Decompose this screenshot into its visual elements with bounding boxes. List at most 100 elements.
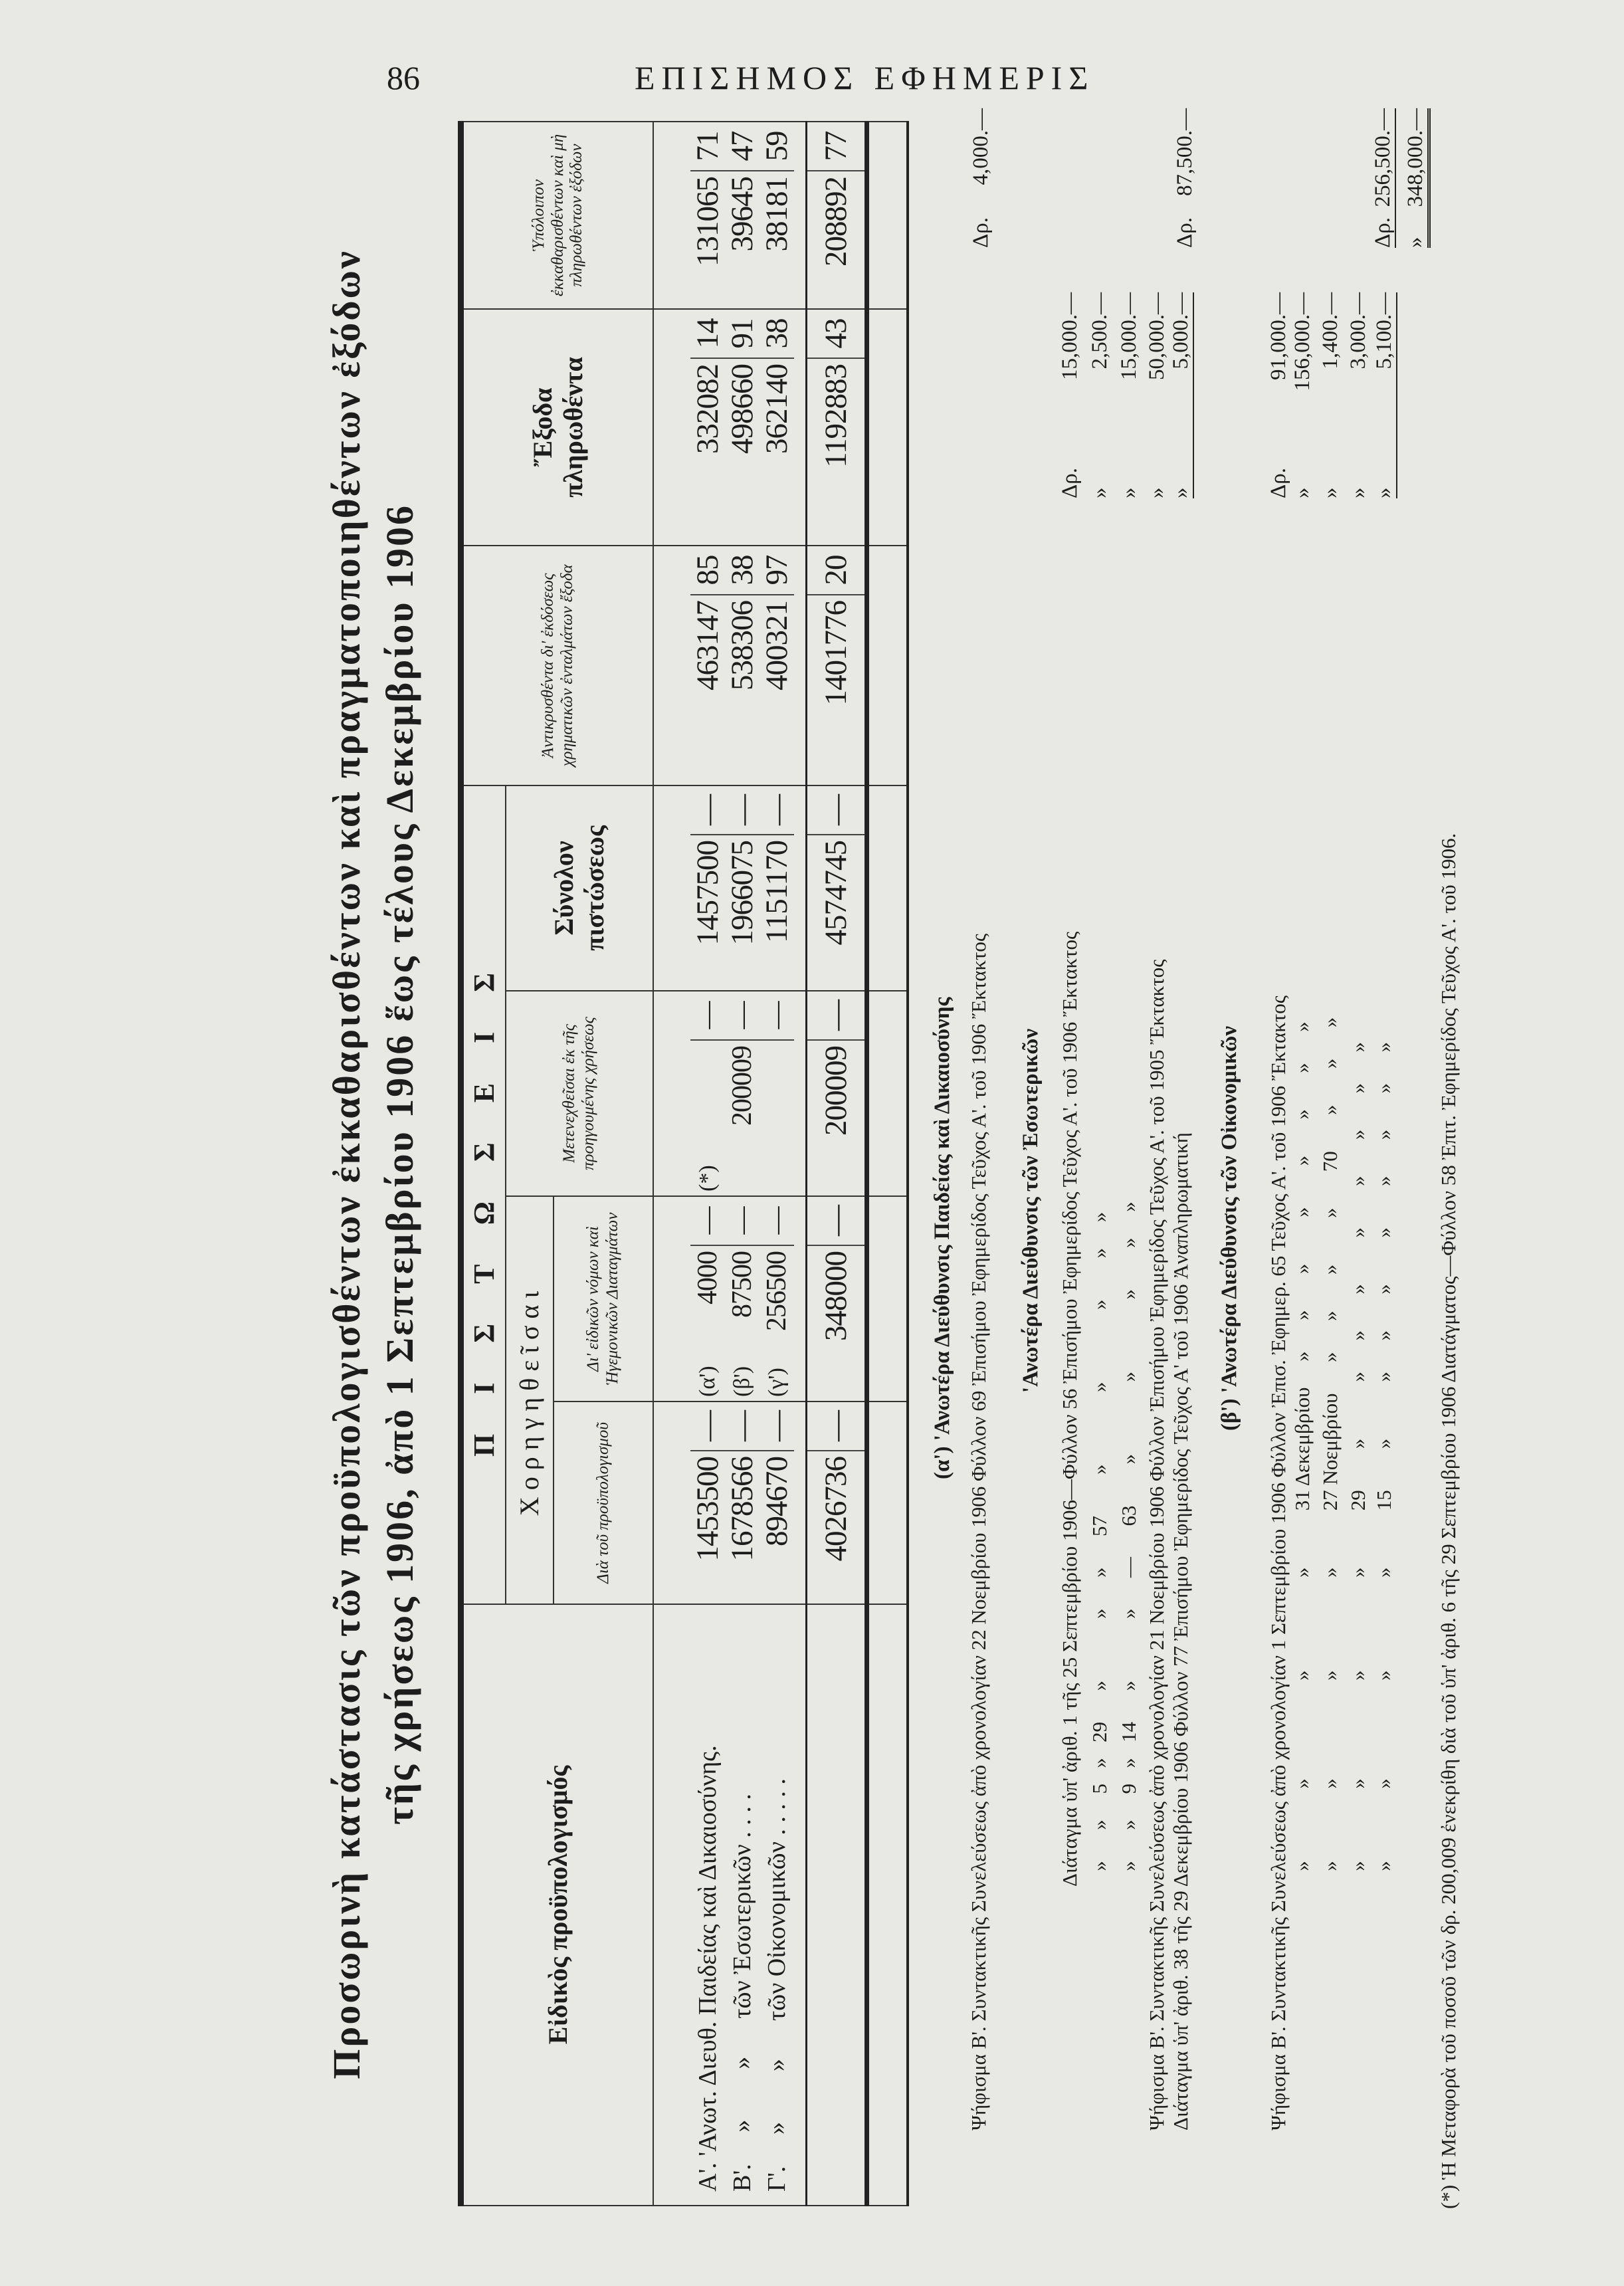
value-line: 1457500 —: [690, 785, 725, 990]
footnote-marker: (γ'): [764, 1368, 789, 1397]
note-line: » » » » 27 Νοεμβρίου » » » » 70 » » »: [1318, 1017, 1342, 1887]
header-remaining: Ὑπόλοιπον ἐκκαθαρισθέντων καὶ μὴ πληρωθέ…: [460, 121, 653, 309]
column-values: 463147 85 538306 38 400321 97: [654, 546, 794, 785]
note-line: » » » » 31 Δεκεμβρίου » » » » » » » »: [1290, 1021, 1314, 1887]
value-line: 1151170 —: [760, 785, 794, 990]
column-values: 1457500—1966075—1151170—: [654, 785, 794, 990]
value-dash: —: [690, 785, 725, 835]
value-line: 200009 —: [807, 991, 864, 1195]
table-total-row: 4026736—348000—200009—4574745—1401776 20 1…: [806, 121, 867, 2206]
footnote-marker: (*): [695, 1165, 720, 1192]
value-dash: —: [725, 785, 760, 835]
amount-value: 15,000.—: [1117, 292, 1141, 380]
value-line: (β') 87500 —: [725, 1197, 760, 1401]
note-heading-interior: 'Ανωτέρα Διεύθυνσις τῶν Ἐσωτερικῶν: [1019, 1028, 1043, 1393]
value-dash: —: [690, 1402, 725, 1451]
row-labels: Α'. 'Ανωτ. Διευθ. Παιδείας καὶ Δικαιοσύν…: [654, 1605, 794, 2192]
note-line: » » » » 29 » » » » » » » » »: [1346, 1042, 1370, 1887]
note-line: Ψήφισμα Β'. Συντακτικῆς Συνελεύσεως ἀπὸ …: [1145, 959, 1168, 2130]
currency-label: Δρ.: [1173, 217, 1197, 248]
value-line: 208892 77: [807, 122, 864, 308]
value-integer: 39645: [725, 176, 760, 252]
note-amount: » 50,000.—: [1145, 292, 1169, 498]
value-integer: 498660: [725, 364, 760, 454]
value-line: —: [760, 991, 794, 1195]
amount-value: 5,100.—: [1372, 292, 1396, 369]
value-integer: 38181: [760, 176, 794, 252]
column-by-laws: (α') 4000— (β') 87500— (γ') 256500—: [653, 1196, 807, 1402]
value-integer: 463147: [690, 600, 725, 690]
value-line: 4026736 —: [807, 1402, 864, 1604]
value-line: 200009 —: [725, 991, 760, 1195]
note-amount: Δρ. 91,000.—: [1267, 292, 1290, 498]
value-integer: 208892: [819, 176, 853, 266]
value-dash: —: [760, 785, 794, 835]
value-line: 1401776 20: [807, 546, 864, 785]
column-values: (*) —200009— —: [654, 991, 794, 1195]
grand-total-amount: 348,000.—: [1403, 108, 1427, 207]
table-body: Α'. 'Ανωτ. Διευθ. Παιδείας καὶ Δικαιοσύν…: [653, 121, 807, 2206]
total-by-budget: 4026736 —: [806, 1402, 867, 1604]
amount-value: 5,000.—: [1169, 292, 1193, 369]
value-integer: 1966075: [725, 840, 760, 946]
header-by-laws: Δι' εἰδικῶν νόμων καὶ Ἡγεμονικῶν Διαταγμ…: [554, 1196, 653, 1402]
note-amount: » 156,000.—: [1290, 292, 1314, 498]
value-line: 1192883 43: [807, 309, 864, 545]
total-remaining: 208892 77: [806, 121, 867, 309]
header-granted: Χορηγηθεῖσαι: [506, 1196, 554, 1604]
value-decimal: 85: [690, 546, 725, 595]
value-integer: 4000: [692, 1251, 723, 1304]
value-line: 348000 —: [807, 1197, 864, 1401]
note-heading-education: (α') 'Ανωτέρα Διεύθυνσις Παιδείας καὶ Δι…: [930, 997, 954, 1479]
note-line: Ψήφισμα Β'. Συντακτικῆς Συνελεύσεως ἀπὸ …: [967, 933, 990, 2130]
value-line: 894670 —: [760, 1402, 794, 1604]
row-labels-cell: Α'. 'Ανωτ. Διευθ. Παιδείας καὶ Δικαιοσύν…: [653, 1604, 807, 2206]
value-dash: —: [690, 1197, 725, 1246]
value-line: 4574745 —: [807, 785, 864, 990]
header-total-credit: Σύνολον πιστώσεως: [506, 785, 653, 991]
value-integer: 87500: [727, 1251, 758, 1318]
value-dash: —: [760, 991, 794, 1041]
note-amount: » 3,000.—: [1346, 292, 1370, 498]
footnote-marker: [760, 1144, 794, 1195]
value-integer: 1678566: [725, 1457, 760, 1562]
table-subtitle: τῆς χρήσεως 1906, ἀπὸ 1 Σεπτεμβρίου 1906…: [378, 504, 421, 1825]
note-line: Διάταγμα ὑπ' ἀριθ. 38 τῆς 29 Δεκεμβρίου …: [1169, 1132, 1192, 2130]
note-grand-total: » 348,000.—: [1403, 108, 1431, 248]
footnote-marker: (β'): [730, 1366, 754, 1397]
value-integer: 362140: [760, 364, 794, 454]
table-bottom-strip: [866, 121, 908, 2206]
header-by-budget: Διὰ τοῦ προϋπολογισμοῦ: [554, 1402, 653, 1604]
value-line: (γ') 256500 —: [760, 1197, 794, 1401]
value-integer: 4574745: [819, 840, 853, 946]
value-dash: —: [725, 1402, 760, 1451]
value-integer: 1457500: [690, 840, 725, 946]
total-offset: 1401776 20: [806, 545, 867, 785]
footnote-marker: [725, 1144, 760, 1195]
note-amount: » 5,000.—: [1169, 292, 1194, 498]
value-decimal: 20: [807, 546, 864, 595]
value-dash: —: [807, 1402, 864, 1451]
column-values: 1453500—1678566—894670—: [654, 1402, 794, 1604]
value-line: 39645 47: [725, 122, 760, 308]
value-decimal: 38: [760, 309, 794, 359]
header-transferred: Μετενεχθεῖσαι ἐκ τῆς προηγουμένης χρήσεω…: [506, 991, 653, 1196]
amount-prefix: »: [1088, 487, 1112, 499]
value-line: 498660 91: [725, 309, 760, 545]
header-budget: Εἰδικὸς προϋπολογισμός: [460, 1604, 653, 2206]
note-amount: » 5,100.—: [1372, 292, 1397, 498]
gazette-title: ΕΠΙΣΗΜΟΣ ΕΦΗΜΕΡΙΣ: [635, 59, 1095, 96]
amount-prefix: »: [1145, 487, 1169, 499]
value-decimal: 43: [807, 309, 864, 359]
amount-prefix: »: [1290, 487, 1314, 499]
value-integer: 1192883: [819, 364, 853, 468]
column-total-credit: 1457500—1966075—1151170—: [653, 785, 807, 991]
amount-value: 91,000.—: [1267, 292, 1290, 380]
header-paid: Ἔξοδα πληρωθέντα: [460, 308, 653, 546]
currency-label: Δρ.: [969, 217, 993, 248]
row-label: Β'. » » τῶν Ἐσωτερικῶν . . . .: [728, 1794, 756, 2192]
value-decimal: 14: [690, 309, 725, 359]
value-decimal: 77: [807, 122, 864, 171]
value-line: 1453500 —: [690, 1402, 725, 1604]
value-integer: [760, 1041, 794, 1144]
